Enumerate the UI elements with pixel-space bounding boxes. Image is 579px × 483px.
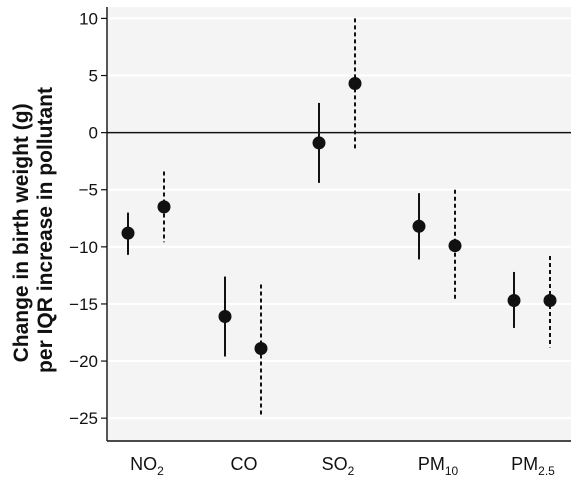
x-category-label: CO xyxy=(231,454,258,474)
y-tick-label: 10 xyxy=(79,9,98,28)
x-category-label: SO2 xyxy=(322,454,355,478)
estimate-point xyxy=(254,341,268,355)
gridlines xyxy=(107,7,571,441)
y-tick-labels: 10 5 0 −5 −10 −15 −20 −25 xyxy=(69,9,98,428)
estimate-point xyxy=(121,226,135,240)
y-axis-label-line-1: Change in birth weight (g) xyxy=(10,103,33,362)
estimate-point xyxy=(157,200,171,214)
estimate-point xyxy=(507,294,521,308)
y-axis-label-line-2: per IQR increase in pollutant xyxy=(34,87,57,373)
y-tick-label: −20 xyxy=(69,352,98,371)
estimate-point xyxy=(448,239,462,253)
estimate-point xyxy=(412,219,426,233)
x-category-label: NO2 xyxy=(130,454,164,478)
y-tick-label: −10 xyxy=(69,238,98,257)
y-tick-label: 5 xyxy=(89,67,98,86)
axes xyxy=(101,7,571,442)
y-tick-label: −15 xyxy=(69,295,98,314)
plot-area xyxy=(107,7,571,441)
x-category-labels: NO2 CO SO2 PM10 PM2.5 xyxy=(130,454,555,478)
y-tick-label: 0 xyxy=(89,124,98,143)
data-marks xyxy=(121,18,557,416)
y-axis-label: Change in birth weight (g) per IQR incre… xyxy=(10,87,57,373)
y-tick-label: −25 xyxy=(69,409,98,428)
x-category-label: PM2.5 xyxy=(511,454,555,478)
x-category-label: PM10 xyxy=(418,454,459,478)
estimate-point xyxy=(543,294,557,308)
estimate-point xyxy=(218,310,232,324)
y-tick-label: −5 xyxy=(79,181,98,200)
estimate-point xyxy=(312,136,326,150)
estimate-point xyxy=(348,77,362,91)
